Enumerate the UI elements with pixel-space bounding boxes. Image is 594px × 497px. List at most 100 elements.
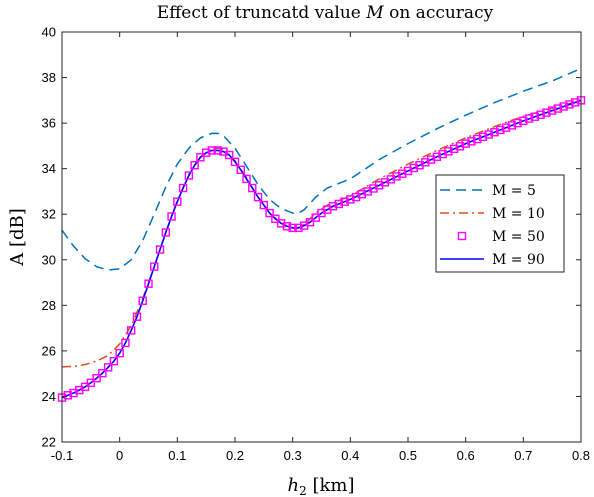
data-point-marker xyxy=(524,114,534,123)
legend-label: M = 90 xyxy=(492,252,545,268)
data-point-marker xyxy=(507,121,516,130)
data-point-marker xyxy=(132,312,142,321)
data-point-marker xyxy=(63,391,72,400)
chart-title-suffix: on accuracy xyxy=(384,3,494,23)
data-point-marker xyxy=(571,98,580,107)
series-m-5-line xyxy=(61,67,582,271)
y-tick-label: 24 xyxy=(42,389,56,404)
y-tick-label: 32 xyxy=(42,207,56,222)
y-tick-label: 28 xyxy=(42,298,56,313)
data-point-marker xyxy=(155,245,165,254)
data-point-marker xyxy=(421,158,430,167)
legend-label: M = 10 xyxy=(492,206,545,222)
data-point-marker xyxy=(542,108,551,117)
series-layer xyxy=(57,67,586,402)
data-point-marker xyxy=(271,214,280,223)
x-tick-label: 0.3 xyxy=(284,448,302,463)
series-m-50-markers xyxy=(57,96,586,402)
data-point-marker xyxy=(478,132,488,141)
x-tick-label: 0.4 xyxy=(341,448,359,463)
data-point-marker xyxy=(213,146,222,155)
legend-entry-m-10: M = 10 xyxy=(440,206,545,222)
data-point-marker xyxy=(513,118,522,128)
data-point-marker xyxy=(438,149,447,159)
data-point-marker xyxy=(248,183,257,193)
data-point-marker xyxy=(357,189,367,199)
legend-label: M = 5 xyxy=(492,183,536,199)
data-point-marker xyxy=(530,112,540,121)
data-point-marker xyxy=(92,374,101,383)
y-tick-label: 26 xyxy=(42,343,56,358)
data-point-marker xyxy=(190,161,199,170)
chart-title: Effect of truncatd value M on accuracy xyxy=(157,3,494,23)
y-tick-label: 36 xyxy=(42,116,56,131)
data-point-marker xyxy=(161,228,171,237)
data-point-marker xyxy=(115,348,124,358)
data-point-marker xyxy=(346,195,355,204)
data-point-marker xyxy=(150,262,159,271)
data-point-marker xyxy=(126,326,136,335)
legend-entries: M = 5 M = 10 M = 50 M = 90 xyxy=(440,183,545,268)
y-tick-label: 40 xyxy=(42,25,56,40)
data-point-marker xyxy=(501,123,511,132)
data-point-marker xyxy=(444,147,453,156)
y-tick-label: 38 xyxy=(42,70,56,85)
data-point-marker xyxy=(196,153,205,162)
data-point-marker xyxy=(207,146,217,155)
data-point-marker xyxy=(449,144,459,154)
legend-swatch xyxy=(457,231,467,241)
data-point-marker xyxy=(334,199,343,209)
data-point-marker xyxy=(282,222,292,231)
data-point-marker xyxy=(294,223,303,233)
y-axis-label: A [dB] xyxy=(7,208,28,267)
data-point-marker xyxy=(178,183,188,193)
data-point-marker xyxy=(484,130,493,139)
chart-title-prefix: Effect of truncatd value xyxy=(157,3,366,23)
x-tick-label: 0.1 xyxy=(168,448,186,463)
chart-title-symbol: M xyxy=(365,3,384,23)
legend-entry-m-90: M = 90 xyxy=(440,252,545,268)
legend-box xyxy=(435,174,565,273)
data-point-marker xyxy=(490,128,499,137)
data-point-marker xyxy=(103,363,113,372)
data-point-marker xyxy=(473,134,482,144)
x-axis-label: h2 [km] xyxy=(288,475,355,497)
data-point-marker xyxy=(109,356,119,366)
data-point-marker xyxy=(253,192,263,202)
data-point-marker xyxy=(547,106,557,115)
x-axis-label-subscript: 2 xyxy=(299,484,307,497)
data-point-marker xyxy=(461,139,470,148)
data-point-marker xyxy=(138,296,147,305)
data-point-marker xyxy=(340,197,349,206)
data-point-marker xyxy=(201,148,211,157)
data-point-marker xyxy=(184,171,194,180)
data-point-marker xyxy=(86,378,96,387)
data-point-marker xyxy=(392,172,401,181)
data-point-marker xyxy=(398,169,407,178)
legend-entry-m-50: M = 50 xyxy=(457,229,545,245)
x-tick-label: 0.5 xyxy=(399,448,417,463)
legend-label: M = 50 xyxy=(492,229,545,245)
data-point-marker xyxy=(559,102,568,111)
data-point-marker xyxy=(467,137,476,146)
data-point-marker xyxy=(432,152,442,162)
x-axis-label-symbol: h xyxy=(288,475,300,496)
data-point-marker xyxy=(536,110,545,119)
y-tick-label: 30 xyxy=(42,252,56,267)
data-point-marker xyxy=(455,142,465,151)
x-tick-label: 0.8 xyxy=(572,448,590,463)
data-point-marker xyxy=(265,208,274,218)
data-point-marker xyxy=(426,155,436,164)
data-point-marker xyxy=(230,157,240,167)
data-point-marker xyxy=(98,369,107,378)
x-tick-label: 0.2 xyxy=(226,448,244,463)
data-point-marker xyxy=(288,223,297,233)
axes-box xyxy=(61,31,582,443)
y-tick-label: 22 xyxy=(42,435,56,450)
data-point-marker xyxy=(236,165,245,175)
y-tick-label: 34 xyxy=(42,161,56,176)
data-point-marker xyxy=(519,116,528,126)
data-point-marker xyxy=(328,202,338,211)
data-point-marker xyxy=(167,212,176,221)
